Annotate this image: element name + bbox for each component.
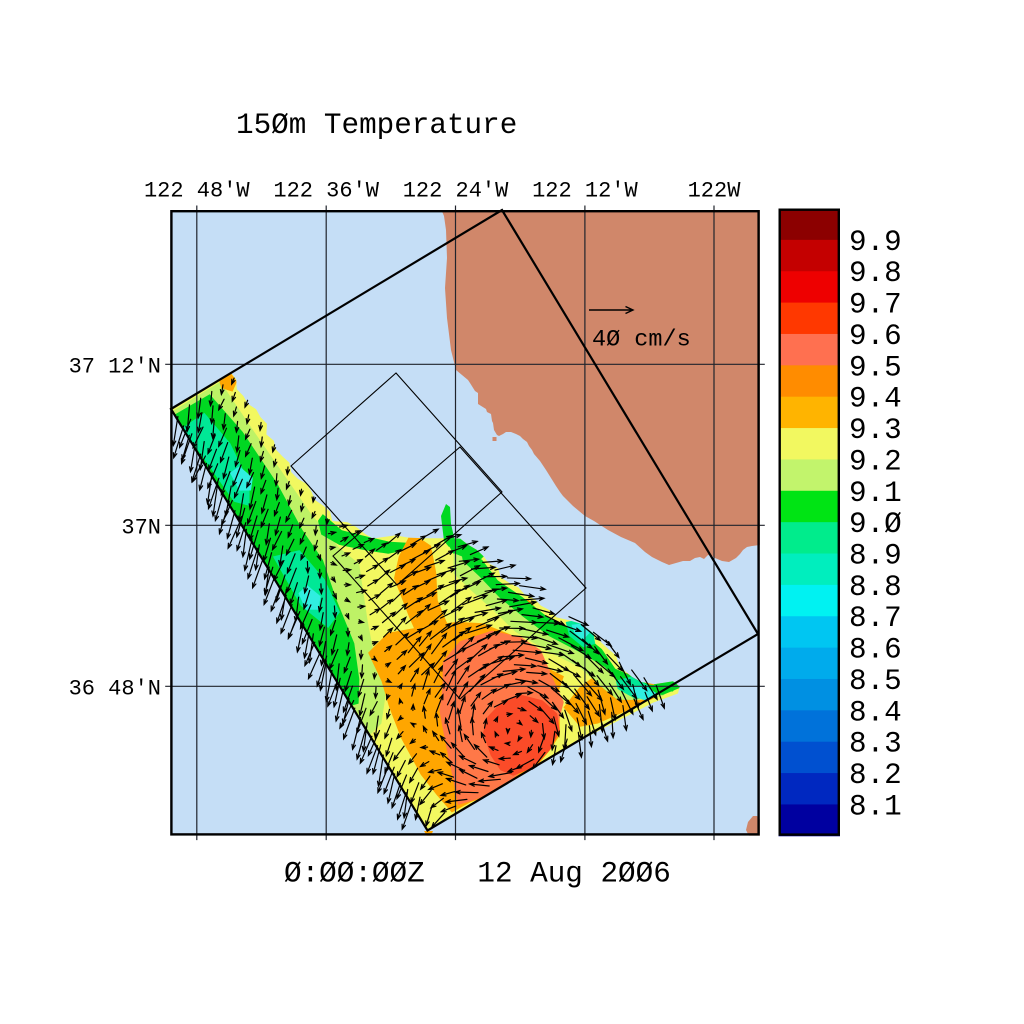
- svg-text:122 36'W: 122 36'W: [273, 179, 379, 204]
- svg-text:Ø:ØØ:ØØZ 12 Aug 2ØØ6: Ø:ØØ:ØØZ 12 Aug 2ØØ6: [284, 858, 671, 891]
- svg-text:122W: 122W: [688, 179, 742, 204]
- svg-text:37N: 37N: [121, 515, 161, 540]
- svg-text:9.7: 9.7: [849, 289, 902, 322]
- svg-text:9.4: 9.4: [849, 383, 902, 416]
- svg-text:122 12'W: 122 12'W: [532, 179, 638, 204]
- svg-text:9.3: 9.3: [849, 414, 902, 447]
- svg-text:9.6: 9.6: [849, 320, 902, 353]
- svg-text:9.Ø: 9.Ø: [849, 508, 902, 541]
- svg-text:9.9: 9.9: [849, 226, 902, 259]
- svg-text:8.9: 8.9: [849, 540, 902, 573]
- svg-text:4Ø cm/s: 4Ø cm/s: [592, 327, 691, 354]
- svg-text:9.8: 9.8: [849, 257, 902, 290]
- svg-text:9.2: 9.2: [849, 445, 902, 478]
- svg-text:8.6: 8.6: [849, 634, 902, 667]
- svg-text:37 12'N: 37 12'N: [69, 354, 161, 379]
- svg-text:8.4: 8.4: [849, 696, 902, 729]
- svg-text:8.2: 8.2: [849, 759, 902, 792]
- svg-text:36 48'N: 36 48'N: [69, 676, 161, 701]
- svg-text:8.3: 8.3: [849, 728, 902, 761]
- svg-text:122 24'W: 122 24'W: [403, 179, 509, 204]
- svg-text:8.1: 8.1: [849, 790, 902, 823]
- svg-text:122 48'W: 122 48'W: [144, 179, 250, 204]
- svg-text:15Øm Temperature: 15Øm Temperature: [236, 109, 517, 142]
- svg-text:8.8: 8.8: [849, 571, 902, 604]
- svg-text:9.5: 9.5: [849, 351, 902, 384]
- svg-text:9.1: 9.1: [849, 477, 902, 510]
- svg-text:8.5: 8.5: [849, 665, 902, 698]
- svg-text:8.7: 8.7: [849, 602, 902, 635]
